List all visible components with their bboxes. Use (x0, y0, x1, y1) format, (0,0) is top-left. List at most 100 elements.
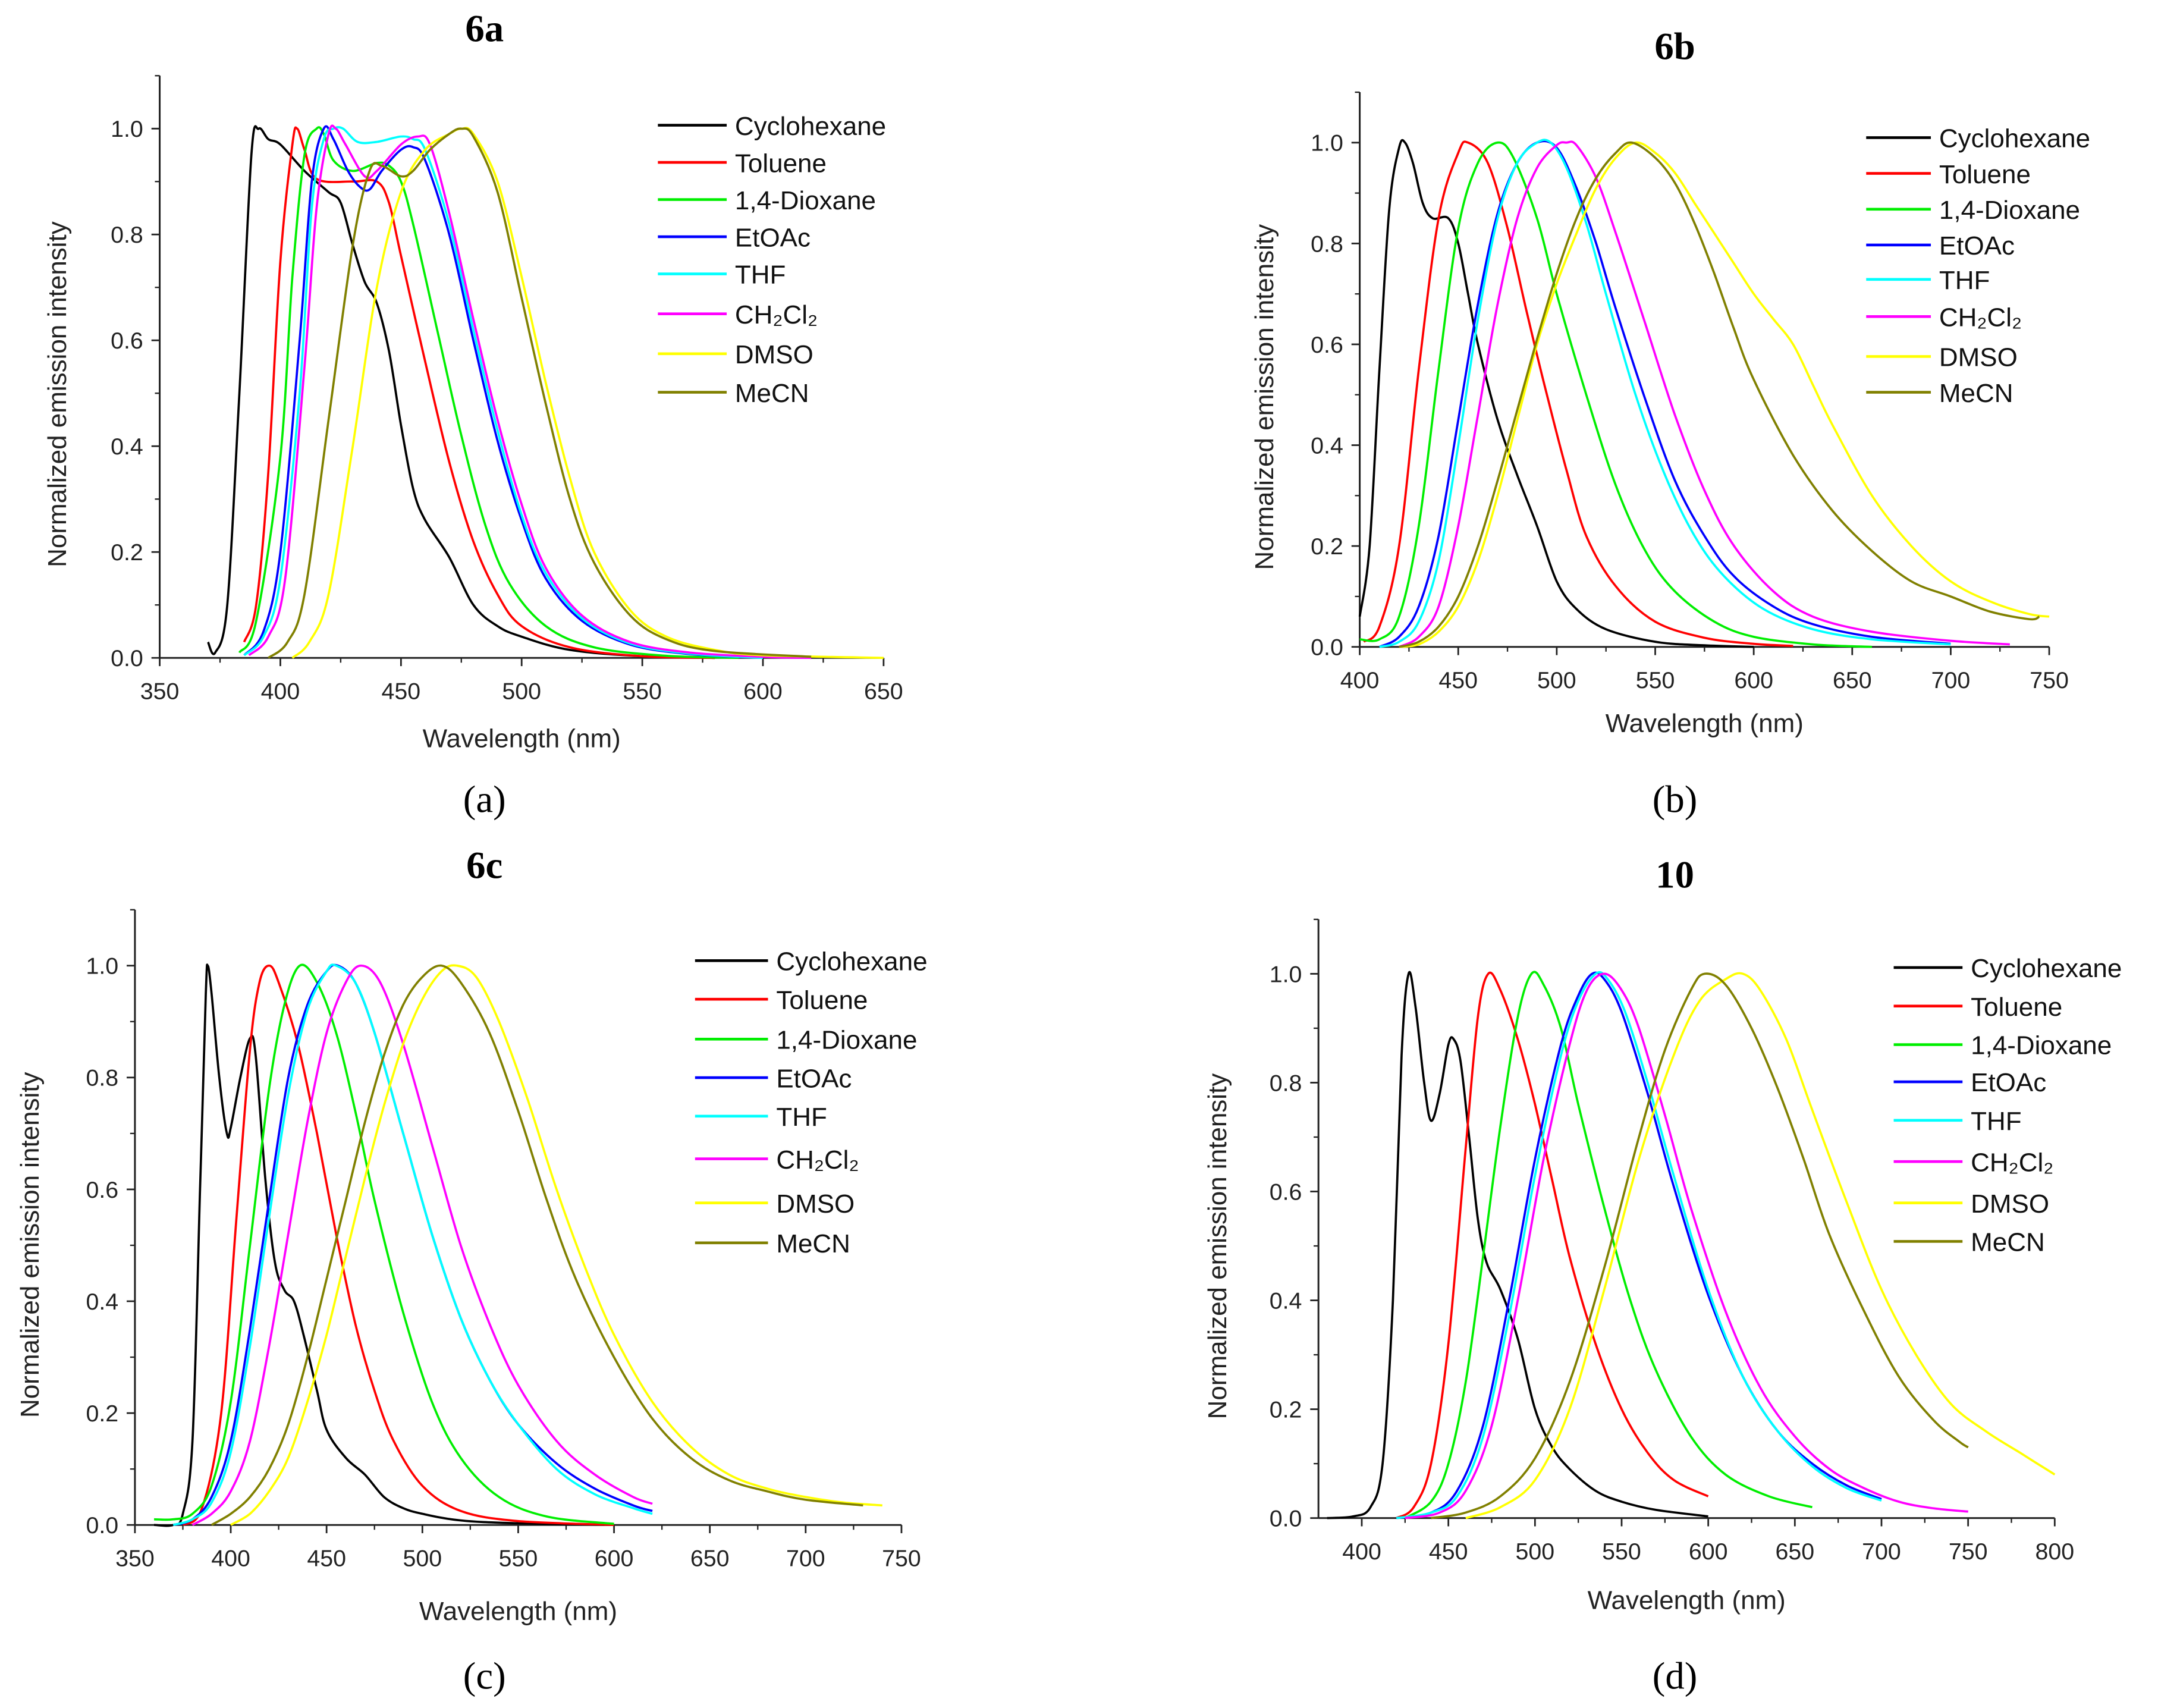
panel-caption: (b) (1653, 778, 1698, 821)
series-line-ch2cl2 (248, 124, 812, 660)
x-tick-label: 550 (1602, 1539, 1641, 1565)
y-axis-label: Normalized emission intensity (43, 221, 72, 567)
x-tick-label: 650 (1833, 667, 1872, 693)
legend-label: Toluene (1939, 160, 2031, 189)
legend-label: DMSO (776, 1189, 855, 1219)
y-tick-label: 0.8 (1270, 1070, 1302, 1096)
x-tick-label: 400 (211, 1546, 250, 1572)
x-tick-label: 700 (1931, 667, 1971, 693)
y-tick-label: 0.4 (1311, 432, 1343, 459)
series-line-thf (1379, 139, 1951, 648)
x-tick-label: 650 (1776, 1539, 1815, 1565)
series-line-ch2cl2 (1405, 972, 1968, 1519)
x-tick-label: 500 (1537, 667, 1576, 693)
x-tick-label: 400 (1342, 1539, 1381, 1565)
x-tick-label: 750 (1949, 1539, 1988, 1565)
panel-caption: (d) (1653, 1655, 1698, 1698)
series-line-toluene (1396, 971, 1709, 1519)
legend-label: Cyclohexane (776, 947, 927, 977)
series-line-cyclohexane (1358, 139, 1754, 648)
y-tick-label: 0.6 (1311, 332, 1343, 358)
y-axis-label: Normalized emission intensity (1250, 224, 1279, 570)
y-tick-label: 1.0 (111, 116, 143, 142)
x-tick-label: 650 (864, 679, 903, 705)
y-axis-label: Normalized emission intensity (1203, 1073, 1232, 1420)
series-line-mecn (267, 127, 812, 659)
series-line-cyclohexane (207, 125, 715, 660)
series-line-etoac (243, 125, 763, 660)
x-tick-label: 700 (786, 1546, 825, 1572)
y-tick-label: 0.2 (86, 1401, 118, 1427)
legend-label: Cyclohexane (1939, 124, 2090, 153)
series-line-1-4-dioxane (238, 126, 739, 660)
series-line-1-4-dioxane (1359, 141, 1873, 648)
legend-label: EtOAc (1971, 1068, 2046, 1097)
y-tick-label: 0.0 (111, 645, 143, 671)
legend-label: 1,4-Dioxane (1971, 1031, 2112, 1060)
series-line-dmso (1465, 972, 2056, 1519)
x-tick-label: 800 (2035, 1539, 2074, 1565)
chart-panel-6b: 6b (b) 400 450 500 550 600 650 700 750 0.0 0.2 0.4 0.… (1250, 26, 2090, 821)
legend-label: MeCN (735, 379, 809, 408)
legend-label: CH₂Cl₂ (1939, 303, 2022, 332)
x-axis-label: Wavelength (nm) (423, 724, 621, 753)
legend-label: MeCN (1939, 379, 2013, 408)
chart-title: 10 (1656, 854, 1694, 897)
series-line-mecn (1431, 972, 1969, 1519)
legend-label: DMSO (735, 340, 813, 369)
legend-label: MeCN (1971, 1228, 2045, 1257)
legend-label: THF (1971, 1107, 2021, 1136)
series-line-dmso (1399, 141, 2050, 648)
x-tick-label: 600 (1689, 1539, 1728, 1565)
x-tick-label: 450 (1429, 1539, 1468, 1565)
legend-label: Cyclohexane (1971, 954, 2122, 983)
y-tick-label: 1.0 (86, 953, 118, 979)
y-tick-label: 0.8 (111, 222, 143, 248)
legend-label: CH₂Cl₂ (735, 300, 818, 329)
x-axis-label: Wavelength (nm) (419, 1597, 617, 1626)
legend-label: EtOAc (735, 223, 811, 252)
chart-panel-6a: 6a (a) 350 400 450 500 550 600 650 0.0 0.2 0.4 0.6 0.… (43, 7, 903, 821)
y-tick-label: 0.8 (86, 1065, 118, 1091)
series-line-dmso (230, 964, 882, 1526)
y-tick-label: 0.4 (111, 434, 143, 460)
x-tick-label: 400 (261, 679, 300, 705)
y-tick-label: 0.0 (1311, 635, 1343, 661)
series-line-toluene (243, 126, 715, 660)
x-tick-label: 350 (140, 679, 180, 705)
x-tick-label: 600 (595, 1546, 634, 1572)
series-line-thf (243, 126, 764, 660)
legend-label: MeCN (776, 1229, 850, 1258)
x-tick-label: 550 (1636, 667, 1675, 693)
series-line-mecn (211, 964, 863, 1526)
y-tick-label: 0.6 (86, 1177, 118, 1203)
series-line-thf (1396, 971, 1882, 1519)
x-tick-label: 400 (1340, 667, 1380, 693)
chart-panel-6c: 6c (c) 350 400 450 500 550 600 650 700 750 0.0 0.2 0.… (15, 844, 928, 1697)
x-tick-label: 750 (882, 1546, 921, 1572)
legend-label: CH₂Cl₂ (776, 1145, 859, 1175)
legend-label: CH₂Cl₂ (1971, 1148, 2053, 1177)
x-tick-label: 450 (382, 679, 421, 705)
series-line-cyclohexane (1327, 971, 1708, 1519)
x-tick-label: 550 (499, 1546, 538, 1572)
legend-label: THF (1939, 266, 1990, 295)
y-tick-label: 0.6 (111, 328, 143, 354)
x-tick-label: 750 (2030, 667, 2069, 693)
series-line-thf (172, 963, 653, 1526)
legend-label: 1,4-Dioxane (1939, 196, 2080, 225)
legend-label: THF (776, 1103, 827, 1132)
y-tick-label: 0.2 (1311, 533, 1343, 560)
y-tick-label: 1.0 (1311, 130, 1343, 156)
y-tick-label: 0.8 (1311, 231, 1343, 257)
series-line-dmso (291, 127, 884, 660)
legend-label: 1,4-Dioxane (735, 186, 876, 215)
panel-caption: (c) (463, 1655, 506, 1698)
x-tick-label: 350 (115, 1546, 155, 1572)
x-tick-label: 500 (403, 1546, 442, 1572)
series-line-1-4-dioxane (1404, 971, 1813, 1519)
x-tick-label: 600 (743, 679, 783, 705)
chart-title: 6c (466, 844, 502, 887)
y-tick-label: 0.6 (1270, 1179, 1302, 1205)
chart-panel-10: 10 (d) 400 450 500 550 600 650 700 750 800 0.0 0.2 0.… (1203, 854, 2122, 1698)
